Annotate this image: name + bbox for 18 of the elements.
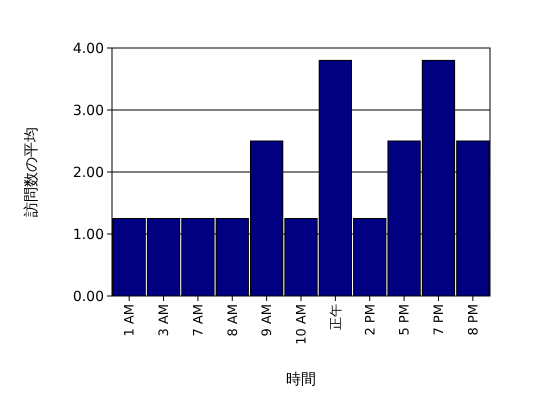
x-tick-label: 7 PM <box>432 304 448 336</box>
x-tick-label: 5 PM <box>398 304 413 336</box>
x-tick-label: 9 AM <box>260 304 276 337</box>
x-tick-label: 2 PM <box>363 304 378 336</box>
x-axis-title: 時間 <box>286 370 316 388</box>
x-tick-label: 8 AM <box>226 304 241 337</box>
y-tick-label: 2.00 <box>72 164 104 181</box>
x-tick-label: 10 AM <box>294 304 310 345</box>
x-tick-label: 正午 <box>328 304 344 330</box>
y-tick-label: 4.00 <box>72 40 104 57</box>
y-axis-title: 訪問数の平均 <box>22 127 40 217</box>
x-tick-label: 3 AM <box>157 304 172 337</box>
x-tick-label: 7 AM <box>191 304 206 337</box>
y-tick-label: 3.00 <box>72 102 104 119</box>
x-tick-label: 8 PM <box>466 304 482 336</box>
x-tick-label: 1 AM <box>122 304 138 337</box>
y-tick-label: 0.00 <box>72 288 104 305</box>
y-tick-label: 1.00 <box>72 226 104 243</box>
